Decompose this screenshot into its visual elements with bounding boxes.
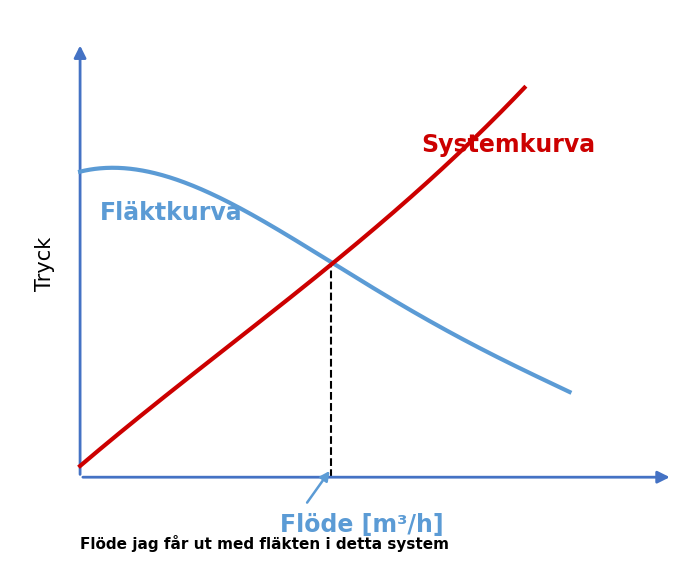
Text: Systemkurva: Systemkurva bbox=[421, 133, 596, 157]
Text: Flöde jag får ut med fläkten i detta system: Flöde jag får ut med fläkten i detta sys… bbox=[80, 534, 449, 552]
Text: Fläktkurva: Fläktkurva bbox=[99, 201, 242, 225]
Text: Flöde [m³/h]: Flöde [m³/h] bbox=[280, 513, 443, 537]
Text: Tryck: Tryck bbox=[35, 237, 55, 291]
